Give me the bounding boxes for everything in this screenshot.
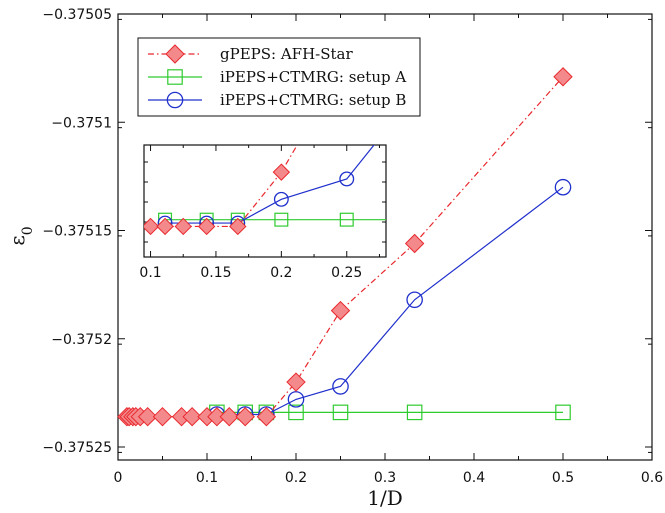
inset-data-point: [229, 217, 247, 236]
data-point: [235, 406, 255, 427]
legend-label: iPEPS+CTMRG: setup B: [220, 91, 406, 109]
inset-data-point: [197, 217, 216, 236]
data-point: [152, 406, 173, 427]
data-point: [219, 406, 239, 427]
y-axis-title-main: ε: [5, 235, 29, 245]
legend-label: gPEPS: AFH-Star: [220, 45, 353, 63]
data-point: [256, 406, 277, 427]
inset-data-point: [272, 163, 291, 181]
inset-data-point: [144, 217, 160, 236]
data-point: [555, 404, 571, 421]
main-plot-area: 0 0.1 0.2 0.3 0.4 0.5 0.6 −0.37505 −0.3751 −0.375…: [42, 7, 663, 486]
inset-x-tick-label: 0.1: [139, 265, 161, 281]
legend-marker: [165, 44, 185, 64]
x-tick-label: 0.2: [285, 470, 307, 486]
y-axis-title: ε0: [5, 226, 36, 245]
x-tick-label: 0.5: [552, 470, 574, 486]
inset-series-0: [144, 145, 298, 236]
inset-data-point: [174, 217, 192, 236]
legend-entry-0: gPEPS: AFH-Star: [148, 44, 353, 64]
x-tick-label: 0.4: [463, 470, 485, 486]
legend-marker: [167, 69, 183, 85]
x-tick-label: 0.6: [641, 470, 663, 486]
inset-data-point: [156, 217, 174, 236]
y-axis-title-subscript: 0: [20, 226, 36, 235]
inset-plot-area: 0.1 0.15 0.2 0.25: [139, 144, 387, 281]
legend: gPEPS: AFH-Star iPEPS+CTMRG: setup A iPEPS…: [137, 37, 421, 117]
inset-series-group: [144, 145, 386, 236]
legend-marker: [166, 91, 184, 109]
inset-frame: [143, 144, 387, 258]
data-point: [182, 406, 202, 427]
series-0: [117, 67, 573, 427]
inset-x-tick-label: 0.2: [270, 265, 292, 281]
inset-data-point: [339, 171, 355, 187]
inset-data-point: [274, 212, 289, 227]
y-tick-label: −0.3751: [51, 115, 112, 131]
x-tick-label: 0: [114, 470, 123, 486]
legend-entry-2: iPEPS+CTMRG: setup B: [148, 91, 406, 109]
data-point: [286, 372, 306, 392]
legend-label: iPEPS+CTMRG: setup A: [220, 68, 406, 86]
data-point: [330, 300, 351, 321]
y-tick-label: −0.37505: [42, 7, 112, 23]
data-point: [137, 406, 158, 427]
inset-data-point: [273, 191, 289, 207]
inset-x-tick-label: 0.25: [331, 265, 362, 281]
x-axis-title: 1/D: [367, 486, 403, 510]
data-point: [332, 378, 349, 395]
data-point: [554, 178, 572, 196]
x-tick-label: 0.3: [374, 470, 396, 486]
data-point: [406, 404, 423, 421]
data-point: [553, 67, 573, 87]
x-tick-label: 0.1: [196, 470, 218, 486]
inset-data-point: [339, 212, 354, 227]
y-tick-label: −0.37525: [42, 440, 112, 456]
data-point: [404, 233, 425, 254]
y-tick-label: −0.37515: [42, 224, 112, 240]
data-point: [332, 404, 349, 421]
inset-x-tick-label: 0.15: [200, 265, 231, 281]
data-point: [406, 291, 423, 309]
legend-entry-1: iPEPS+CTMRG: setup A: [148, 68, 406, 86]
legend-box: [137, 37, 421, 117]
data-point: [288, 404, 304, 421]
y-tick-label: −0.3752: [51, 332, 112, 348]
